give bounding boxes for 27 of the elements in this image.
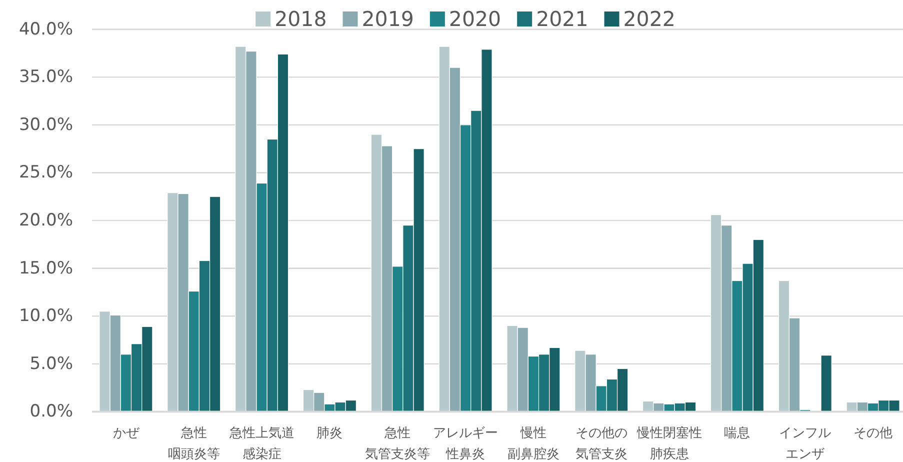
- x-tick-label: 慢性閉塞性肺疾患: [636, 424, 703, 462]
- legend-label: 2021: [536, 7, 588, 31]
- x-tick-label: その他の気管支炎: [574, 424, 628, 462]
- legend-label: 2019: [362, 7, 414, 31]
- legend-label: 2020: [448, 7, 502, 31]
- x-tick-label: 急性気管支炎等: [364, 424, 432, 462]
- x-tick-label: 慢性副鼻腔炎: [506, 424, 560, 462]
- y-tick-label: 30.0%: [18, 114, 73, 135]
- x-tick-label: かぜ: [112, 424, 140, 442]
- x-tick-label: 喘息: [723, 424, 752, 442]
- y-tick-label: 40.0%: [18, 19, 73, 40]
- x-tick-label: 急性上気道感染症: [228, 424, 296, 462]
- x-tick-label: 肺炎: [316, 424, 344, 442]
- x-tick-label: インフルエンザ: [778, 424, 832, 462]
- x-tick-label: 急性咽頭炎等: [166, 424, 221, 462]
- y-tick-label: 10.0%: [18, 306, 73, 326]
- bar: [820, 354, 832, 412]
- x-tick-label: アレルギー性鼻炎: [432, 424, 500, 462]
- y-tick-label: 15.0%: [18, 258, 73, 278]
- y-tick-label: 35.0%: [18, 67, 73, 88]
- y-tick-label: 20.0%: [18, 210, 73, 230]
- x-tick-label: その他: [852, 424, 894, 442]
- y-tick-label: 25.0%: [18, 162, 73, 183]
- y-tick-label: 5.0%: [30, 354, 73, 374]
- y-tick-label: 0.0%: [30, 402, 73, 422]
- legend-label: 2018: [274, 7, 327, 31]
- legend-label: 2022: [623, 7, 676, 31]
